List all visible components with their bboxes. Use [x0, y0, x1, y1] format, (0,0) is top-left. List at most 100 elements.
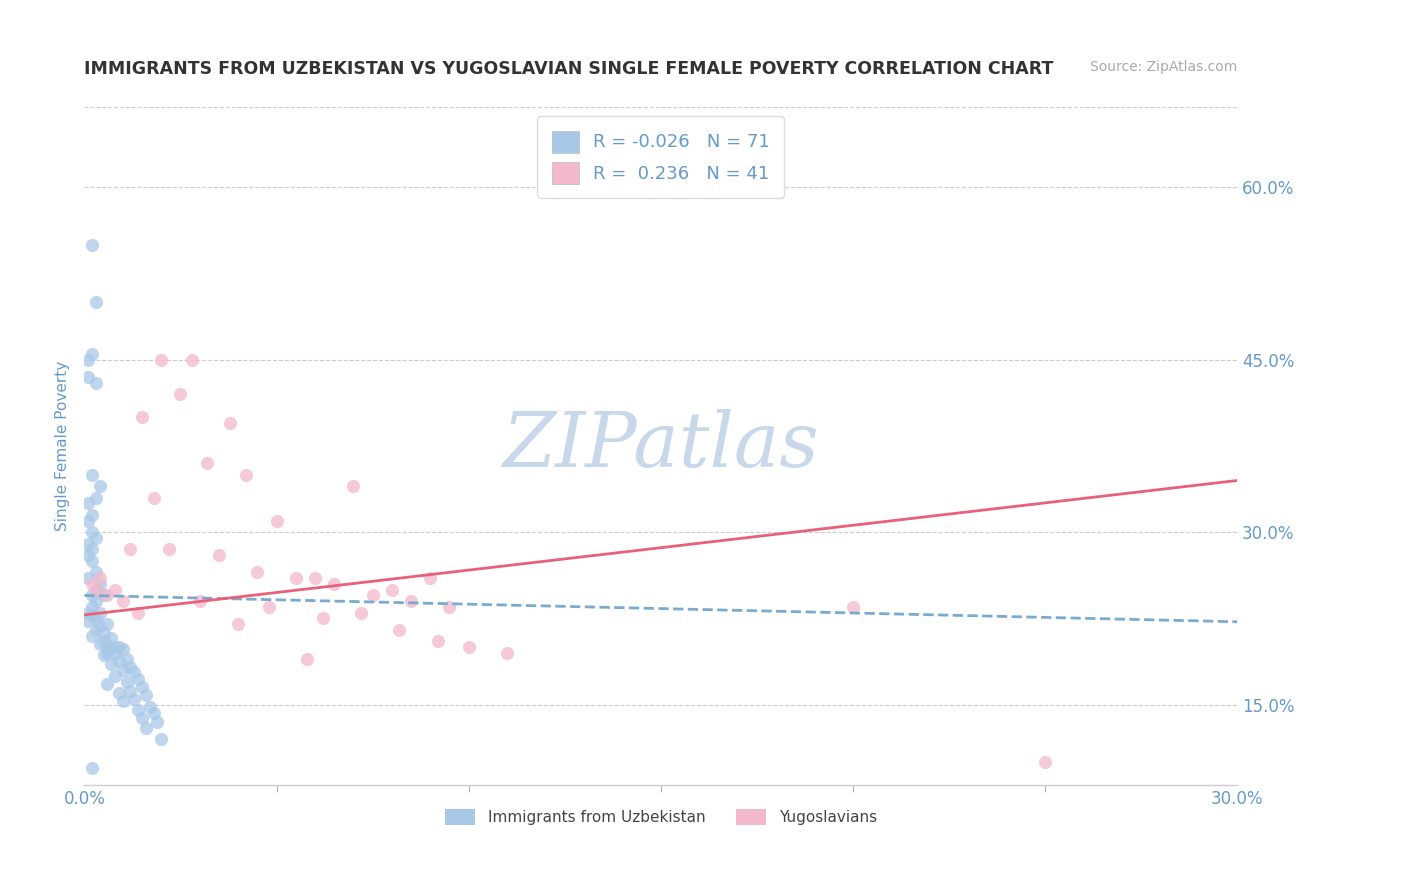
Point: [84, 611, 107, 625]
Point: [96, 617, 118, 632]
Point: [111, 642, 134, 657]
Point: [104, 646, 127, 660]
Point: [96, 646, 118, 660]
Point: [93, 648, 115, 662]
Point: [842, 599, 865, 614]
Point: [104, 669, 127, 683]
Point: [84, 531, 107, 545]
Point: [108, 640, 131, 654]
Point: [195, 456, 218, 470]
Point: [246, 566, 269, 580]
Point: [77, 536, 100, 550]
Point: [157, 542, 180, 557]
Point: [77, 352, 100, 367]
Point: [80, 467, 103, 482]
Point: [96, 588, 118, 602]
Point: [208, 548, 231, 562]
Point: [80, 577, 103, 591]
Point: [181, 352, 204, 367]
Point: [284, 571, 307, 585]
Point: [89, 479, 111, 493]
Point: [93, 588, 115, 602]
Point: [80, 761, 103, 775]
Point: [131, 711, 153, 725]
Point: [80, 347, 103, 361]
Point: [84, 295, 107, 310]
Point: [104, 640, 127, 654]
Point: [124, 691, 146, 706]
Point: [77, 514, 100, 528]
Point: [150, 352, 173, 367]
Point: [80, 508, 103, 522]
Point: [100, 642, 122, 657]
Point: [297, 651, 319, 665]
Text: IMMIGRANTS FROM UZBEKISTAN VS YUGOSLAVIAN SINGLE FEMALE POVERTY CORRELATION CHAR: IMMIGRANTS FROM UZBEKISTAN VS YUGOSLAVIA…: [84, 60, 1053, 78]
Point: [131, 681, 153, 695]
Point: [80, 238, 103, 252]
Point: [342, 479, 364, 493]
Point: [89, 571, 111, 585]
Point: [96, 677, 118, 691]
Point: [235, 467, 257, 482]
Point: [419, 571, 441, 585]
Point: [93, 626, 115, 640]
Point: [111, 594, 134, 608]
Point: [84, 566, 107, 580]
Point: [399, 594, 422, 608]
Point: [80, 629, 103, 643]
Point: [84, 582, 107, 597]
Point: [146, 714, 169, 729]
Point: [77, 548, 100, 562]
Point: [108, 654, 131, 668]
Point: [266, 514, 288, 528]
Point: [142, 706, 165, 720]
Point: [115, 651, 138, 665]
Point: [84, 582, 107, 597]
Point: [89, 577, 111, 591]
Point: [80, 525, 103, 540]
Point: [439, 599, 461, 614]
Point: [115, 674, 138, 689]
Point: [80, 542, 103, 557]
Y-axis label: Single Female Poverty: Single Female Poverty: [55, 361, 70, 531]
Point: [127, 606, 149, 620]
Point: [127, 703, 149, 717]
Point: [93, 634, 115, 648]
Point: [100, 631, 122, 645]
Point: [77, 496, 100, 510]
Point: [496, 646, 519, 660]
Point: [111, 694, 134, 708]
Point: [381, 582, 404, 597]
Point: [135, 721, 157, 735]
Point: [89, 606, 111, 620]
Point: [219, 416, 242, 430]
Point: [108, 686, 131, 700]
Point: [323, 577, 346, 591]
Point: [84, 594, 107, 608]
Point: [1033, 755, 1056, 769]
Point: [226, 617, 249, 632]
Point: [142, 491, 165, 505]
Point: [77, 571, 100, 585]
Point: [311, 611, 333, 625]
Point: [77, 370, 100, 384]
Point: [124, 665, 146, 680]
Point: [257, 599, 280, 614]
Point: [188, 594, 211, 608]
Point: [120, 683, 142, 698]
Point: [80, 588, 103, 602]
Point: [104, 582, 127, 597]
Point: [89, 637, 111, 651]
Point: [120, 659, 142, 673]
Point: [388, 623, 411, 637]
Point: [150, 731, 173, 746]
Point: [426, 634, 449, 648]
Legend: Immigrants from Uzbekistan, Yugoslavians: Immigrants from Uzbekistan, Yugoslavians: [439, 804, 883, 831]
Point: [96, 640, 118, 654]
Point: [135, 689, 157, 703]
Point: [111, 663, 134, 677]
Point: [361, 588, 384, 602]
Point: [100, 657, 122, 672]
Point: [457, 640, 479, 654]
Point: [127, 672, 149, 686]
